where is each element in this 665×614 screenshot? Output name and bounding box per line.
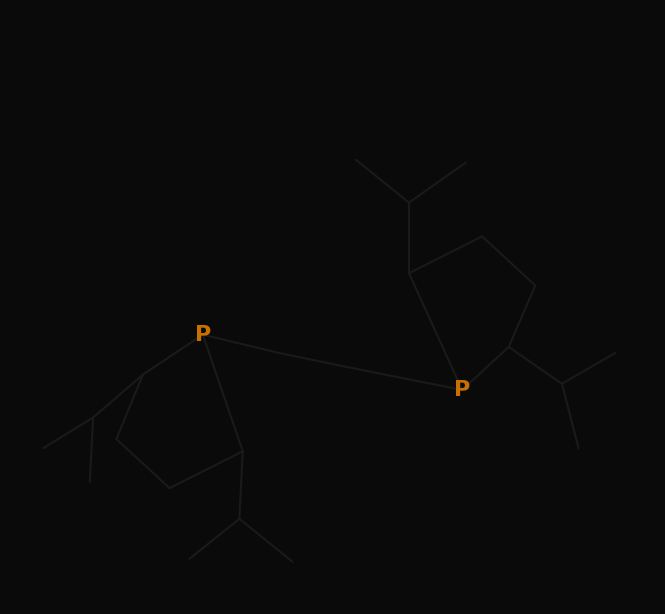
Text: P: P: [195, 325, 211, 344]
Text: P: P: [454, 380, 470, 400]
